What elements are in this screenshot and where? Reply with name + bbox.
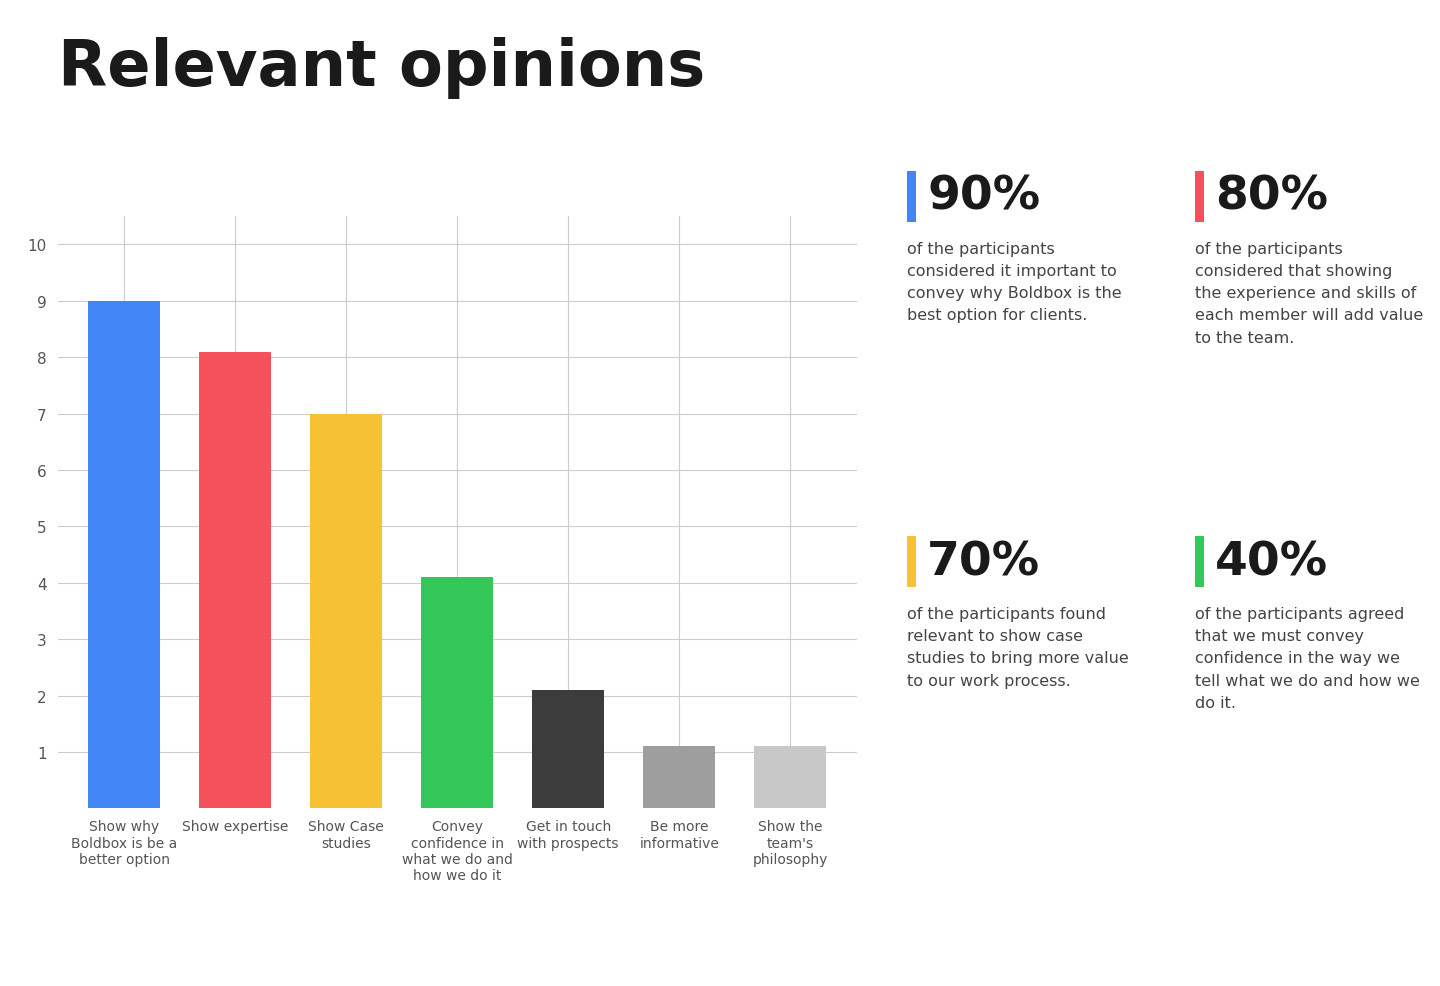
Bar	[310, 414, 382, 809]
Text: of the participants found
relevant to show case
studies to bring more value
to o: of the participants found relevant to sh…	[907, 606, 1129, 688]
Bar	[533, 690, 605, 809]
Bar	[644, 746, 716, 809]
Text: Relevant opinions: Relevant opinions	[58, 36, 704, 99]
Text: 80%: 80%	[1215, 175, 1328, 220]
Text: of the participants
considered it important to
convey why Boldbox is the
best op: of the participants considered it import…	[907, 242, 1122, 323]
Bar	[755, 746, 827, 809]
Text: 70%: 70%	[927, 539, 1041, 585]
Text: 90%: 90%	[927, 175, 1041, 220]
Bar	[199, 352, 271, 809]
Text: of the participants
considered that showing
the experience and skills of
each me: of the participants considered that show…	[1195, 242, 1424, 345]
Bar	[420, 578, 494, 809]
Bar	[88, 302, 160, 809]
Text: of the participants agreed
that we must convey
confidence in the way we
tell wha: of the participants agreed that we must …	[1195, 606, 1420, 710]
Text: 40%: 40%	[1215, 539, 1329, 585]
